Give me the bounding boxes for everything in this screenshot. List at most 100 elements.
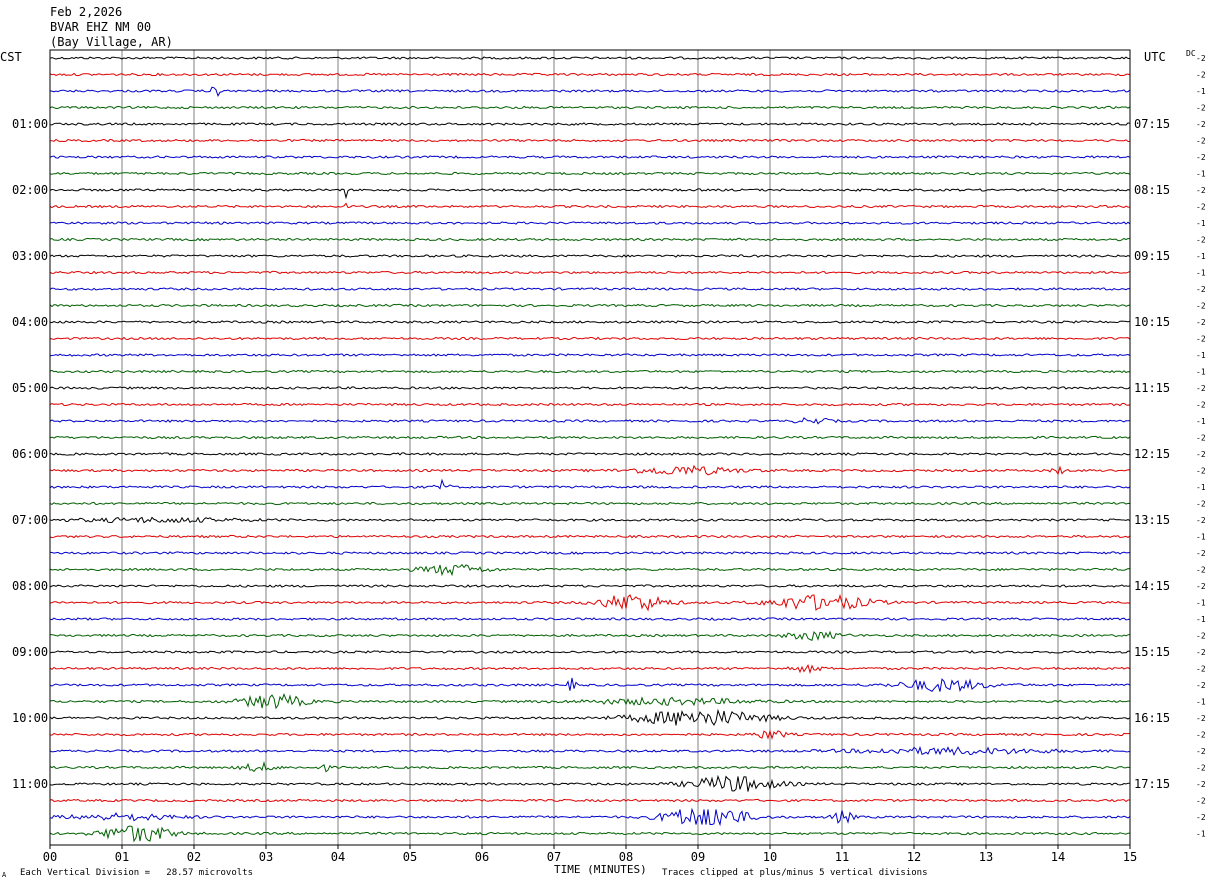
plot-frame: [49, 49, 1131, 846]
dc-offset-label: -2: [1196, 236, 1206, 245]
seismic-trace-line: [49, 663, 1131, 675]
cst-hour-labels: 01:00 02:00 03:00 04:00 05:00 06:00 07:00 08:00…: [12, 117, 48, 791]
seismic-trace-line: [49, 534, 1131, 539]
x-tick-label: 07: [547, 850, 561, 864]
utc-hour-label: 14:15: [1134, 579, 1170, 593]
seismic-trace-line: [49, 237, 1131, 242]
left-timezone-label: CST: [0, 50, 22, 64]
utc-hour-label: 09:15: [1134, 249, 1170, 263]
x-tick-label: 13: [979, 850, 993, 864]
dc-offset-label: -2: [1196, 104, 1206, 113]
utc-hour-label: 07:15: [1134, 117, 1170, 131]
seismic-trace-line: [49, 798, 1130, 803]
seismic-trace-line: [49, 402, 1131, 407]
header-station: BVAR EHZ NM 00: [50, 20, 152, 34]
dc-offset-label: -2: [1196, 582, 1206, 591]
x-tick-labels: 00 01 02 03 04 05 06 07 08 09 10 11 12 13 14 15: [43, 850, 1137, 864]
seismic-trace-line: [49, 630, 1131, 641]
x-tick-label: 06: [475, 850, 489, 864]
seismic-trace-line: [49, 320, 1131, 324]
right-timezone-label: UTC: [1144, 50, 1166, 64]
header-date: Feb 2,2026: [50, 5, 123, 19]
dc-offset-label: -2: [1196, 186, 1206, 195]
seismic-trace-line: [49, 745, 1131, 757]
dc-offset-label: -1: [1196, 170, 1206, 179]
dc-offset-label: -2: [1196, 764, 1206, 773]
utc-hour-label: 15:15: [1134, 645, 1170, 659]
cst-hour-label: 05:00: [12, 381, 48, 395]
seismic-trace-line: [49, 287, 1131, 291]
utc-hour-label: 11:15: [1134, 381, 1170, 395]
utc-hour-labels: 07:15 08:15 09:15 10:15 11:15 12:15 13:15 14:15…: [1134, 117, 1170, 791]
dc-offset-label: -2: [1196, 648, 1206, 657]
cst-hour-label: 04:00: [12, 315, 48, 329]
dc-offset-label: -1: [1196, 368, 1206, 377]
dc-offset-label: -2: [1196, 516, 1206, 525]
seismic-trace-line: [49, 188, 1131, 200]
x-tick-label: 05: [403, 850, 417, 864]
dc-offset-label: -2: [1196, 566, 1206, 575]
seismic-trace-line: [49, 86, 1131, 98]
dc-offset-label: -2: [1196, 450, 1206, 459]
x-tick-label: 08: [619, 850, 633, 864]
dc-offset-label: -2: [1196, 335, 1206, 344]
seismic-trace-line: [49, 369, 1131, 374]
dc-offset-label: -2: [1196, 137, 1206, 146]
dc-offset-label: -2: [1196, 318, 1206, 327]
dc-offset-label: -1: [1196, 698, 1206, 707]
dc-offset-label: -2: [1196, 632, 1206, 641]
x-tick-label: 15: [1123, 850, 1137, 864]
seismic-trace-line: [49, 617, 1131, 621]
seismic-trace-line: [49, 825, 1131, 843]
seismic-trace-line: [49, 105, 1131, 110]
dc-offset-label: -1: [1196, 87, 1206, 96]
seismic-trace-line: [49, 303, 1131, 308]
seismic-trace-line: [49, 72, 1131, 77]
cst-hour-label: 02:00: [12, 183, 48, 197]
cst-hour-label: 06:00: [12, 447, 48, 461]
dc-offset-label: -2: [1196, 434, 1206, 443]
dc-offset-label: -2: [1196, 153, 1206, 162]
seismic-trace-line: [49, 155, 1131, 159]
seismic-trace-line: [49, 353, 1131, 357]
x-tick-label: 04: [331, 850, 345, 864]
x-tick-label: 11: [835, 850, 849, 864]
dc-header-label: DC: [1186, 49, 1196, 58]
x-tick-label: 00: [43, 850, 57, 864]
utc-hour-label: 16:15: [1134, 711, 1170, 725]
dc-offset-label: -1: [1196, 269, 1206, 278]
seismic-trace-line: [49, 138, 1131, 143]
dc-offset-label: -2: [1196, 665, 1206, 674]
seismic-trace-line: [49, 171, 1131, 176]
seismic-trace-line: [49, 122, 1131, 126]
cst-hour-label: 11:00: [12, 777, 48, 791]
seismic-trace-line: [49, 452, 1131, 456]
seismic-trace-line: [49, 336, 1131, 341]
utc-hour-label: 17:15: [1134, 777, 1170, 791]
seismic-trace-line: [49, 708, 1131, 726]
seismic-trace-line: [49, 760, 1131, 773]
seismic-trace-line: [49, 417, 1131, 425]
dc-offset-label: -2: [1196, 681, 1206, 690]
seismic-trace-line: [49, 693, 1131, 710]
seismic-trace-line: [49, 464, 1131, 476]
seismic-trace-line: [49, 56, 1131, 60]
utc-hour-label: 13:15: [1134, 513, 1170, 527]
dc-offset-label: -2: [1196, 467, 1206, 476]
dc-offset-label: -2: [1196, 302, 1206, 311]
dc-offset-label: -1: [1196, 351, 1206, 360]
dc-offset-label: -1: [1196, 252, 1206, 261]
seismic-trace-line: [49, 270, 1131, 275]
seismic-trace-line: [49, 593, 1131, 612]
dc-offset-label: -2: [1196, 549, 1206, 558]
x-axis-title: TIME (MINUTES): [554, 863, 647, 876]
seismic-trace-line: [49, 435, 1131, 440]
cst-hour-label: 08:00: [12, 579, 48, 593]
dc-offset-label: -1: [1196, 830, 1206, 839]
dc-offset-label: -1: [1196, 417, 1206, 426]
dc-offset-label: -1: [1196, 615, 1206, 624]
scale-note: Each Vertical Division = 28.57 microvolt…: [20, 868, 253, 878]
x-tick-label: 14: [1051, 850, 1065, 864]
x-tick-label: 02: [187, 850, 201, 864]
